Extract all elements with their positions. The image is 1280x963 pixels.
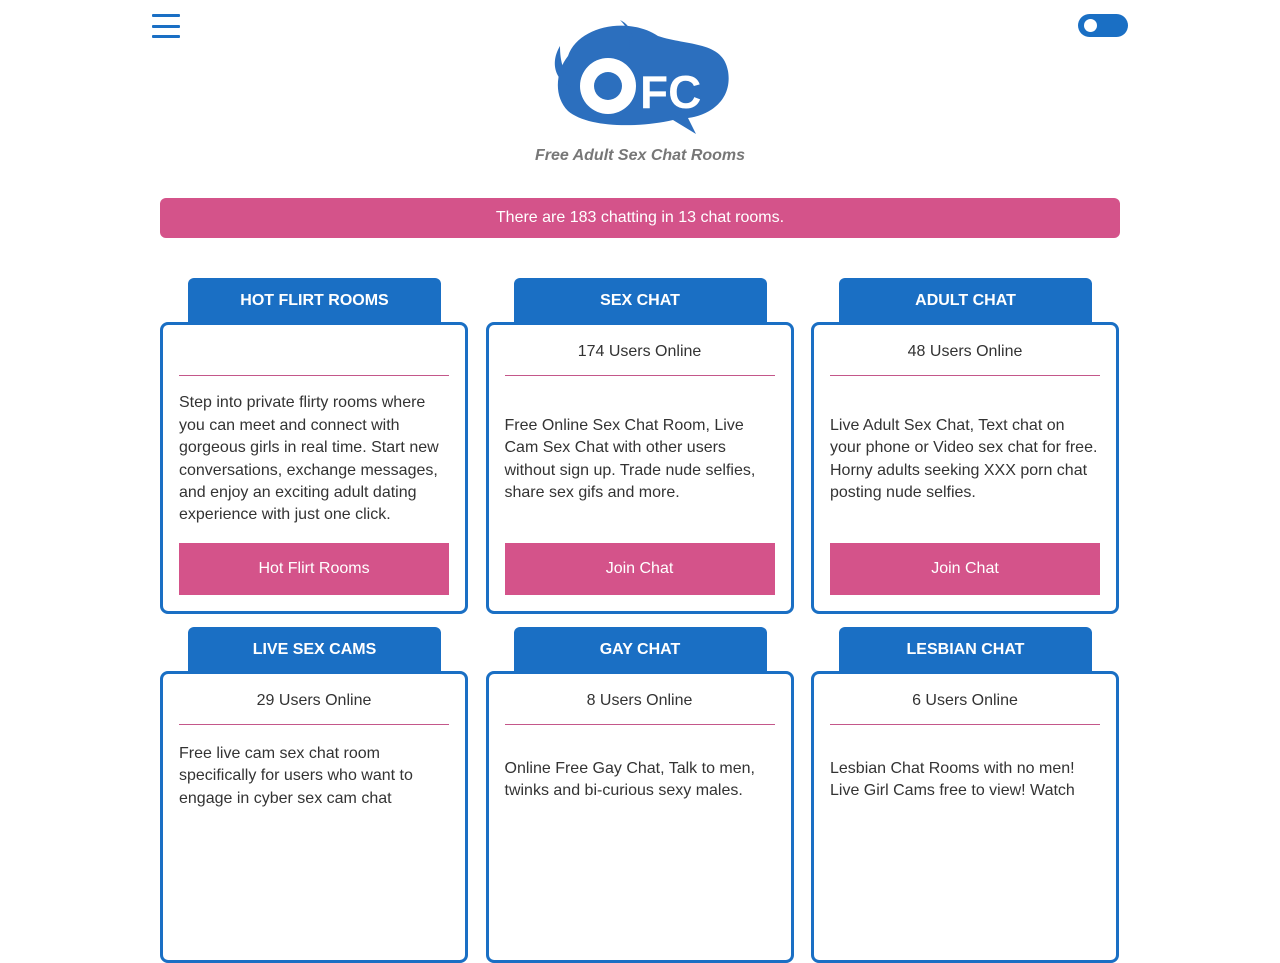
room-card: LIVE SEX CAMS 29 Users Online Free live … (160, 627, 468, 963)
room-grid: HOT FLIRT ROOMS Step into private flirty… (160, 278, 1120, 963)
status-banner: There are 183 chatting in 13 chat rooms. (160, 198, 1120, 238)
users-online (179, 325, 449, 376)
users-online: 6 Users Online (830, 674, 1100, 725)
room-description: Step into private flirty rooms where you… (179, 394, 439, 524)
users-online: 48 Users Online (830, 325, 1100, 376)
room-title: LESBIAN CHAT (839, 627, 1092, 673)
join-chat-button[interactable]: Join Chat (830, 543, 1100, 595)
hot-flirt-rooms-button[interactable]: Hot Flirt Rooms (179, 543, 449, 595)
room-description: Online Free Gay Chat, Talk to men, twink… (504, 760, 755, 800)
room-title: SEX CHAT (513, 278, 767, 324)
hamburger-menu-icon[interactable] (152, 14, 180, 38)
room-description: Free Online Sex Chat Room, Live Cam Sex … (504, 416, 756, 501)
room-title: HOT FLIRT ROOMS (188, 278, 441, 324)
join-chat-button[interactable]: Join Chat (504, 543, 775, 595)
room-card: LESBIAN CHAT 6 Users Online Lesbian Chat… (811, 627, 1119, 963)
room-card: HOT FLIRT ROOMS Step into private flirty… (160, 278, 468, 614)
svg-text:FC: FC (640, 66, 701, 118)
users-online: 29 Users Online (179, 674, 449, 725)
tagline: Free Adult Sex Chat Rooms (534, 147, 746, 164)
room-card: GAY CHAT 8 Users Online Online Free Gay … (485, 627, 794, 963)
users-online: 174 Users Online (504, 325, 775, 376)
theme-toggle[interactable] (1078, 14, 1128, 37)
room-title: LIVE SEX CAMS (188, 627, 441, 673)
room-card: ADULT CHAT 48 Users Online Live Adult Se… (811, 278, 1119, 614)
users-online: 8 Users Online (504, 674, 775, 725)
room-card: SEX CHAT 174 Users Online Free Online Se… (485, 278, 794, 614)
room-title: ADULT CHAT (839, 278, 1092, 324)
room-description: Lesbian Chat Rooms with no men! Live Gir… (830, 760, 1075, 800)
room-description: Live Adult Sex Chat, Text chat on your p… (830, 416, 1098, 501)
site-logo[interactable]: FC (548, 16, 732, 143)
room-description: Free live cam sex chat room specifically… (179, 745, 413, 807)
room-title: GAY CHAT (513, 627, 767, 673)
